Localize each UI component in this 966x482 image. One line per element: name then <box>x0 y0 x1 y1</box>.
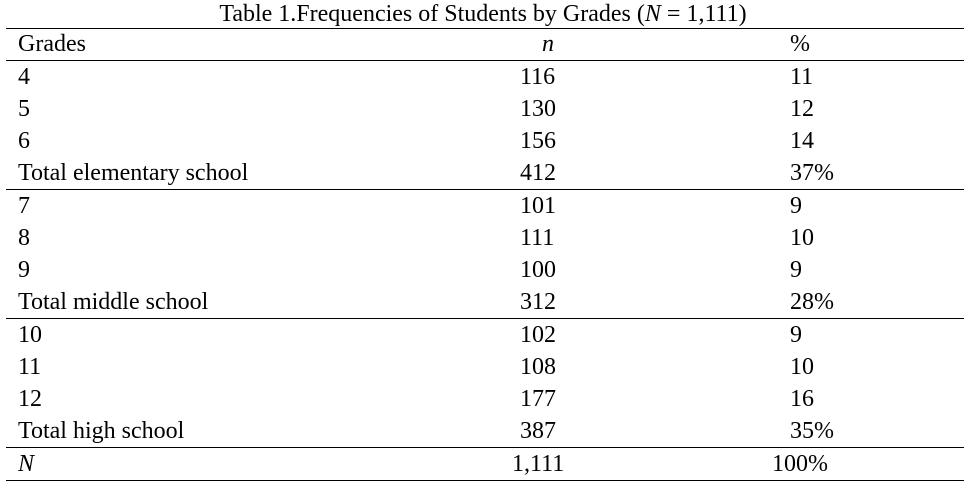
cell-n: 116 <box>520 64 556 90</box>
cell-grade: 6 <box>18 128 30 154</box>
table-row: 6 156 14 <box>6 125 964 157</box>
cell-n: 111 <box>520 225 555 251</box>
cell-percent: 9 <box>660 318 964 351</box>
cell-total-label: Total high school <box>18 418 185 444</box>
cell-percent: 9 <box>790 257 802 283</box>
cell-grade: 5 <box>18 96 30 122</box>
table-row: 9 100 9 <box>6 254 964 286</box>
cell-percent: 9 <box>660 189 964 222</box>
caption-n-symbol: N <box>644 1 661 27</box>
cell-grade: 4 <box>18 64 30 90</box>
cell-percent: 10 <box>790 354 814 380</box>
frequency-table: Grades n % 4 116 11 5 130 12 6 156 14 <box>6 28 964 481</box>
cell-total-percent: 35% <box>790 418 834 444</box>
subtotal-row-middle: Total middle school 312 28% <box>6 286 964 319</box>
cell-percent: 14 <box>790 128 814 154</box>
cell-total-n: 412 <box>520 160 556 186</box>
grand-total-row: N 1,111 100% <box>6 447 964 481</box>
cell-total-percent: 37% <box>790 160 834 186</box>
table-caption: Table 1.Frequencies of Students by Grade… <box>0 0 966 28</box>
cell-n: 177 <box>520 386 556 412</box>
cell-grand-total-n: 1,111 <box>432 447 660 481</box>
subtotal-row-high: Total high school 387 35% <box>6 415 964 448</box>
cell-percent: 12 <box>790 96 814 122</box>
table-row: 8 111 10 <box>6 222 964 254</box>
cell-n: 108 <box>520 354 556 380</box>
cell-total-label: Total middle school <box>18 289 209 315</box>
table-row: 7 101 9 <box>6 189 964 222</box>
cell-grand-total-label: N <box>6 447 432 481</box>
cell-grand-total-percent: 100% <box>660 447 964 481</box>
cell-n: 100 <box>520 257 556 283</box>
header-row: Grades n % <box>6 28 964 61</box>
header-n: n <box>432 28 660 61</box>
cell-percent: 16 <box>790 386 814 412</box>
cell-total-percent: 28% <box>790 289 834 315</box>
header-percent: % <box>660 28 964 61</box>
cell-grade: 7 <box>6 189 432 222</box>
table-row: 10 102 9 <box>6 318 964 351</box>
cell-total-n: 387 <box>520 418 556 444</box>
cell-total-n: 312 <box>520 289 556 315</box>
header-grades: Grades <box>6 28 432 61</box>
cell-grade: 10 <box>6 318 432 351</box>
cell-grade: 8 <box>18 225 30 251</box>
cell-n: 102 <box>432 318 660 351</box>
cell-n: 156 <box>520 128 556 154</box>
table-row: 12 177 16 <box>6 383 964 415</box>
caption-suffix: = 1,111) <box>660 1 747 27</box>
cell-grade: 9 <box>18 257 30 283</box>
cell-total-label: Total elementary school <box>18 160 249 186</box>
cell-grade: 11 <box>18 354 42 380</box>
cell-grade: 12 <box>18 386 42 412</box>
cell-percent: 11 <box>790 64 814 90</box>
cell-n: 101 <box>432 189 660 222</box>
subtotal-row-elementary: Total elementary school 412 37% <box>6 157 964 190</box>
cell-percent: 10 <box>790 225 814 251</box>
table-row: 4 116 11 <box>6 61 964 94</box>
cell-n: 130 <box>520 96 556 122</box>
caption-prefix: Table 1.Frequencies of Students by Grade… <box>219 1 645 27</box>
table-row: 11 108 10 <box>6 351 964 383</box>
table-row: 5 130 12 <box>6 93 964 125</box>
